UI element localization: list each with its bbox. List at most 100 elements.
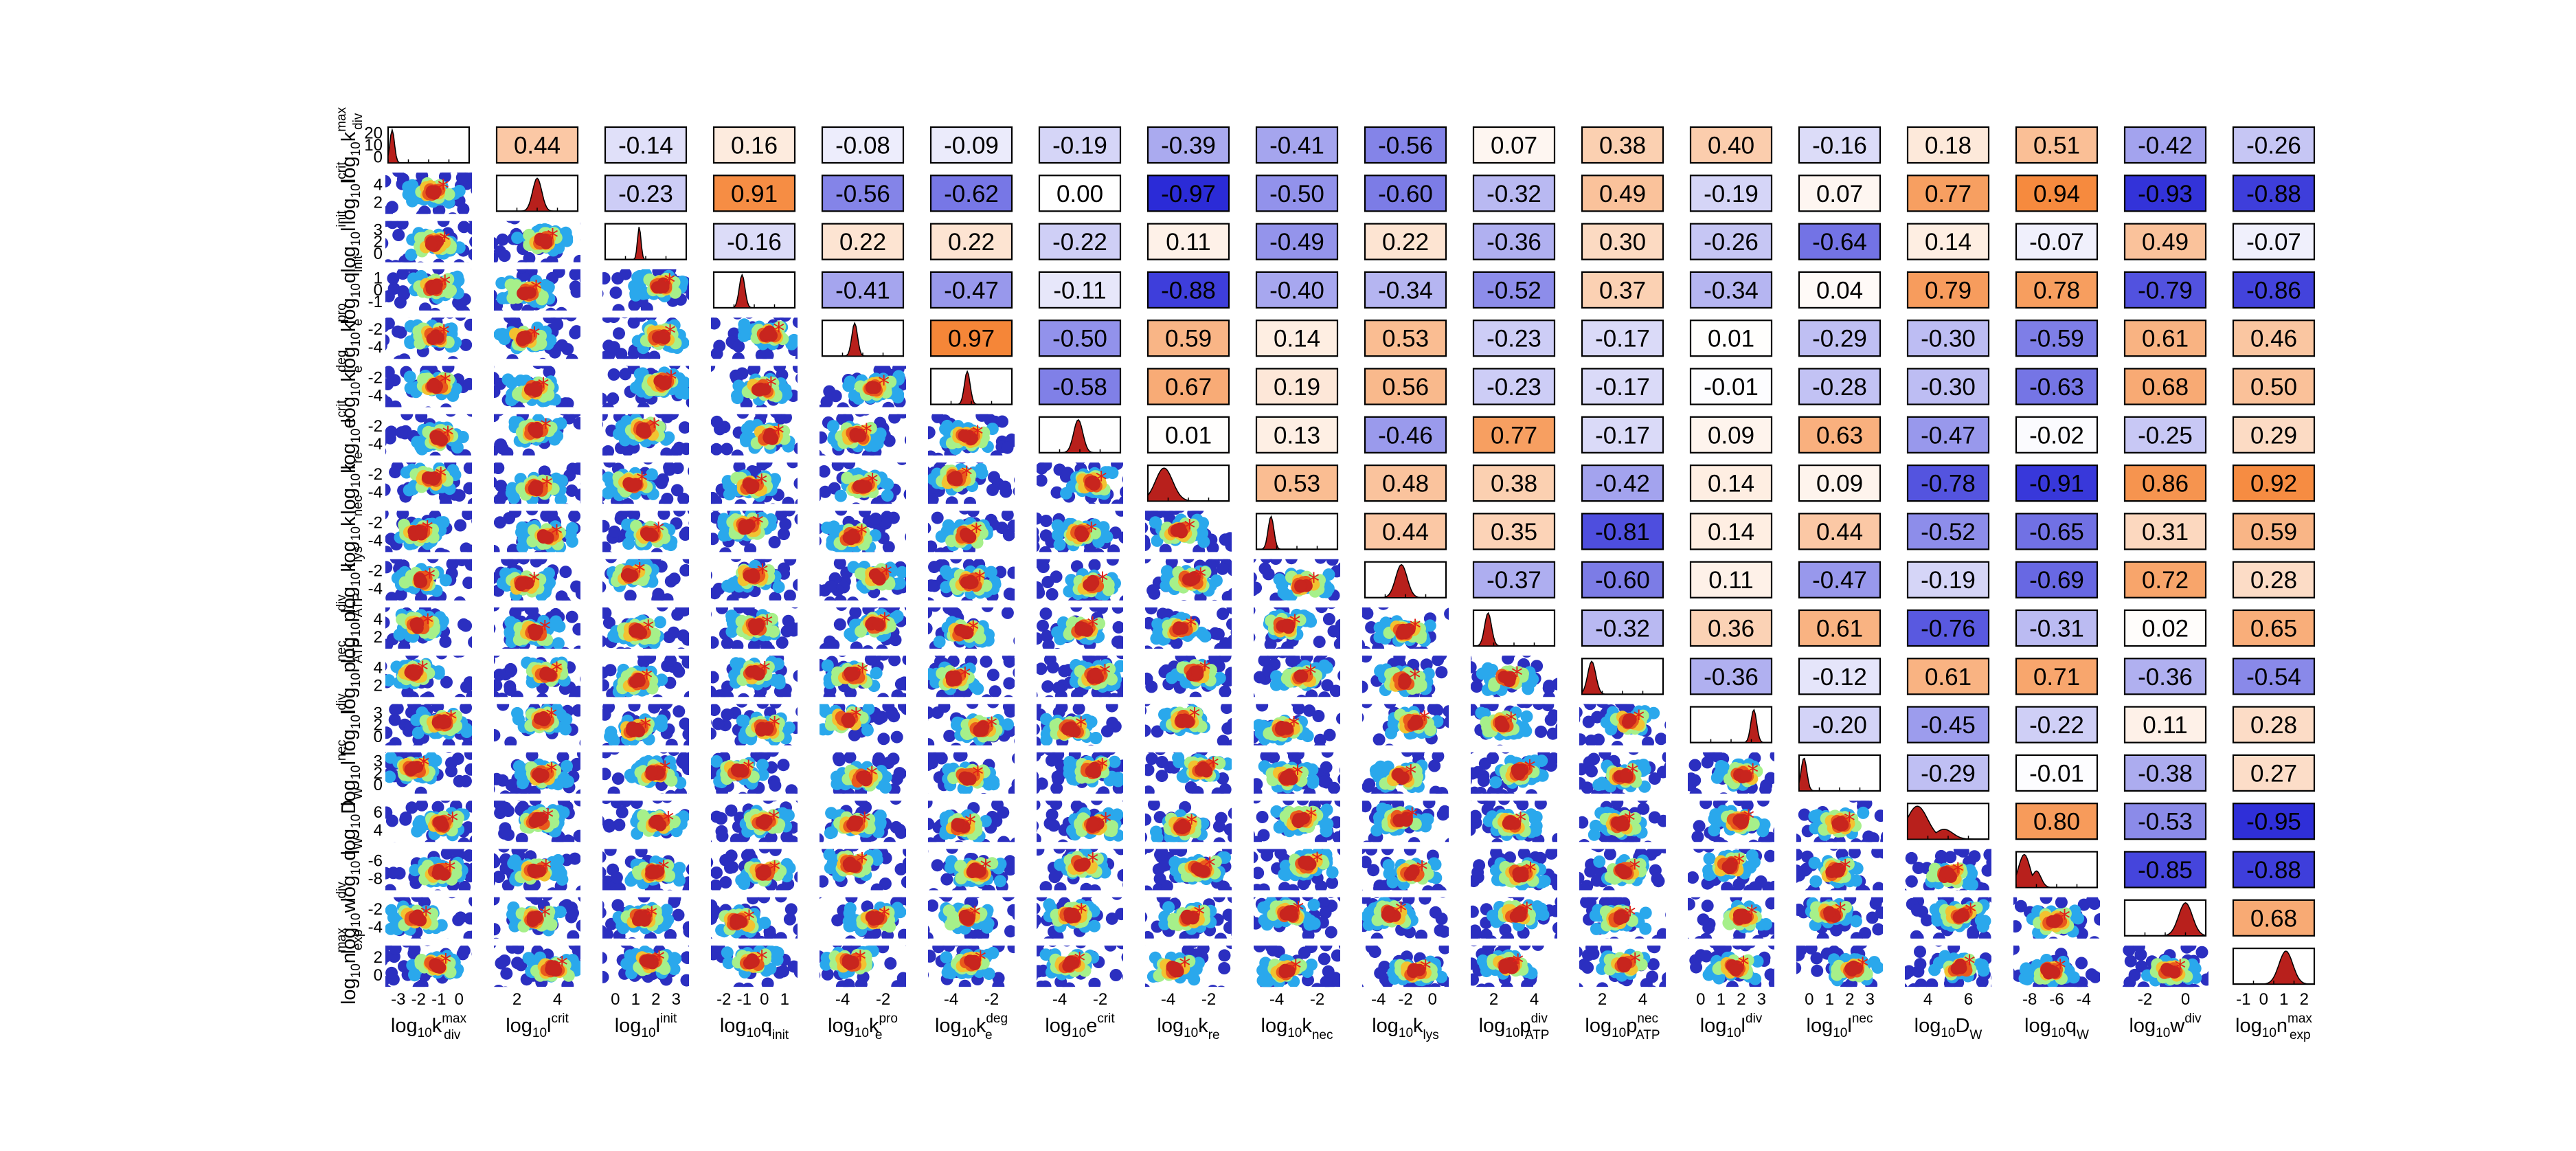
density-scatter: *: [1105, 599, 1258, 661]
best-fit-star-icon: *: [961, 462, 973, 489]
best-fit-star-icon: *: [664, 269, 675, 297]
histogram-shape: [2125, 903, 2206, 936]
correlation-value: 0.44: [1816, 519, 1863, 546]
correlation-value: 0.59: [2250, 519, 2297, 546]
best-fit-star-icon: *: [743, 755, 754, 783]
density-scatter: *: [1430, 645, 1584, 711]
density-scatter: *: [459, 398, 606, 465]
best-fit-star-icon: *: [1746, 901, 1758, 928]
density-scatter: *: [784, 831, 929, 895]
correlation-value: 0.07: [1491, 133, 1537, 159]
x-tick-label: 0: [1696, 990, 1705, 1009]
correlation-cell: 0.37: [1582, 272, 1663, 308]
density-scatter: *: [1548, 932, 1699, 998]
density-scatter: *: [467, 208, 615, 273]
correlation-value: -0.78: [1921, 471, 1976, 498]
density-scatter: *: [1011, 831, 1161, 897]
correlation-cell: -0.63: [2016, 369, 2097, 405]
x-tick-label: 2: [512, 990, 521, 1009]
correlation-value: 0.49: [1599, 181, 1646, 208]
correlation-value: -0.91: [2029, 471, 2084, 498]
best-fit-star-icon: *: [1290, 954, 1302, 982]
density-scatter: *: [1444, 739, 1590, 805]
best-fit-star-icon: *: [857, 848, 868, 875]
correlation-cell: 0.40: [1691, 127, 1772, 163]
density-scatter: *: [1669, 884, 1818, 950]
correlation-value: -0.17: [1595, 374, 1650, 401]
x-tick-label: 4: [553, 990, 562, 1009]
best-fit-star-icon: *: [1311, 848, 1323, 875]
best-fit-star-icon: *: [879, 608, 890, 636]
density-scatter: *: [1211, 592, 1360, 660]
density-scatter: *: [1546, 885, 1689, 950]
y-tick-label: 0: [374, 776, 383, 794]
correlation-value: 0.48: [1382, 471, 1429, 498]
histogram-frame: [822, 320, 903, 356]
density-scatter: *: [1246, 831, 1381, 897]
best-fit-star-icon: *: [642, 615, 654, 642]
best-fit-star-icon: *: [546, 758, 558, 785]
best-fit-star-icon: *: [1075, 713, 1087, 740]
best-fit-star-icon: *: [1189, 703, 1201, 730]
best-fit-star-icon: *: [866, 761, 878, 789]
best-fit-star-icon: *: [1505, 707, 1517, 735]
density-scatter: *: [473, 599, 609, 663]
density-scatter: *: [584, 254, 727, 318]
best-fit-star-icon: *: [447, 807, 458, 835]
correlation-cell: 0.13: [1256, 417, 1337, 453]
best-fit-star-icon: *: [761, 610, 773, 638]
correlation-cell: 0.53: [1365, 320, 1446, 356]
density-scatter: *: [1227, 787, 1378, 852]
correlation-value: -0.64: [1812, 229, 1867, 256]
x-tick-label: -8: [2022, 990, 2037, 1009]
correlation-cell: -0.50: [1039, 320, 1120, 356]
best-fit-star-icon: *: [1193, 901, 1205, 928]
correlation-cell: 0.44: [1799, 513, 1880, 549]
correlation-value: -0.19: [1052, 133, 1107, 159]
correlation-value: 0.19: [1274, 374, 1320, 401]
density-scatter: *: [1549, 838, 1693, 902]
y-tick-label: 4: [374, 175, 383, 194]
correlation-value: 0.29: [2250, 422, 2297, 449]
correlation-cell: -0.50: [1256, 175, 1337, 211]
best-fit-star-icon: *: [1965, 899, 1976, 926]
correlation-value: -0.28: [1812, 374, 1867, 401]
histogram-frame: [714, 272, 795, 308]
marginal-histogram: [1256, 513, 1337, 549]
best-fit-star-icon: *: [757, 559, 769, 587]
best-fit-star-icon: *: [666, 366, 677, 393]
correlation-cell: -0.22: [2016, 707, 2097, 743]
correlation-cell: -0.49: [1256, 224, 1337, 260]
best-fit-star-icon: *: [1096, 754, 1108, 781]
correlation-cell: -0.26: [2233, 127, 2314, 163]
correlation-cell: 0.51: [2016, 127, 2097, 163]
correlation-cell: 0.72: [2125, 562, 2206, 598]
y-tick-label: -4: [368, 918, 383, 937]
best-fit-star-icon: *: [1625, 902, 1636, 929]
best-fit-star-icon: *: [545, 704, 557, 731]
correlation-cell: 0.11: [1691, 562, 1772, 598]
best-fit-star-icon: *: [881, 560, 892, 588]
histogram-shape: [2016, 855, 2097, 888]
density-scatter: *: [572, 398, 722, 462]
correlation-value: -0.88: [2246, 857, 2301, 884]
density-scatter: *: [361, 932, 513, 999]
correlation-cell: -0.39: [1148, 127, 1229, 163]
correlation-cell: -0.76: [1908, 610, 1989, 646]
correlation-value: -0.42: [1595, 471, 1650, 498]
best-fit-star-icon: *: [640, 713, 651, 741]
density-scatter: *: [993, 932, 1145, 996]
correlation-cell: 0.80: [2016, 803, 2097, 839]
correlation-value: -0.81: [1595, 519, 1650, 546]
marginal-histogram: [1908, 803, 1989, 839]
x-axis-label: log10ecrit: [1045, 1012, 1115, 1040]
best-fit-star-icon: *: [1076, 899, 1087, 926]
density-scatter: *: [896, 744, 1045, 810]
correlation-cell: -0.01: [1691, 369, 1772, 405]
best-fit-star-icon: *: [1099, 660, 1111, 687]
density-scatter: *: [1559, 691, 1704, 754]
y-tick-label: 4: [374, 610, 383, 629]
density-scatter: *: [579, 739, 728, 806]
correlation-cell: 0.77: [1908, 175, 1989, 211]
density-scatter: *: [1887, 883, 2033, 947]
